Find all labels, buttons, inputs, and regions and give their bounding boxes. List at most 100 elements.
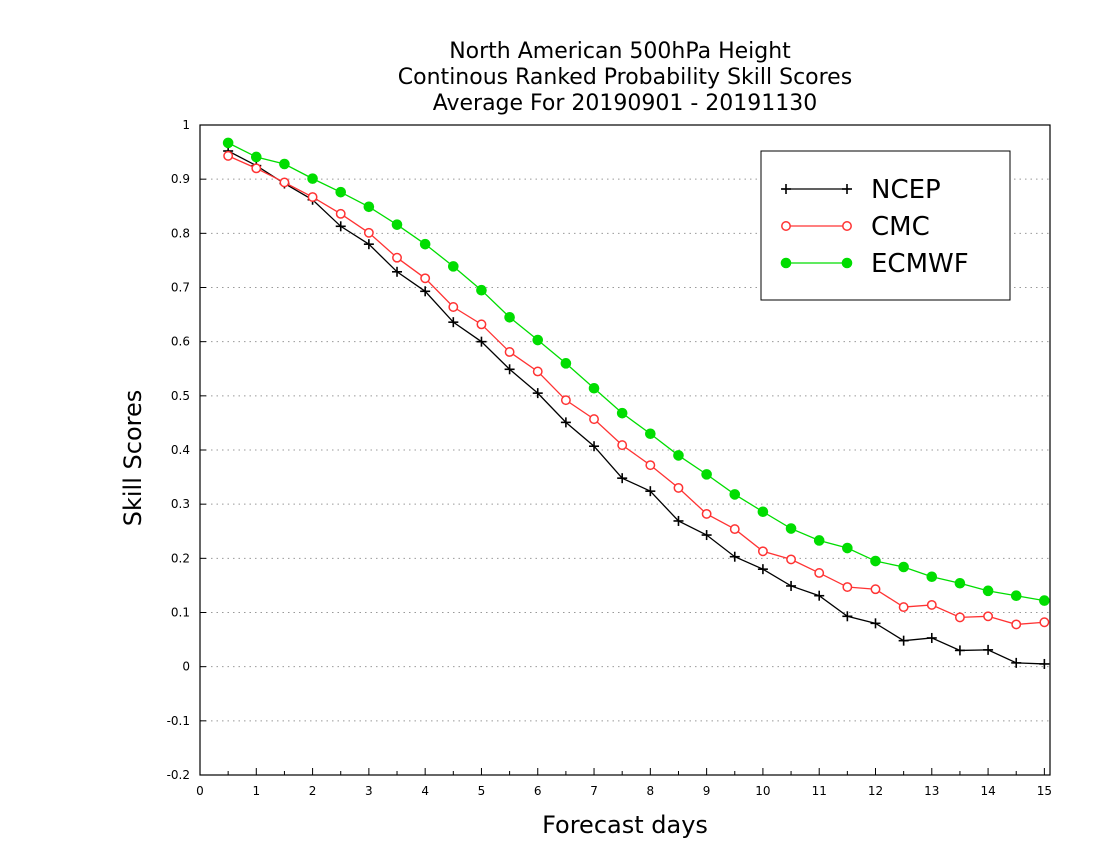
data-point-ecmwf: [391, 219, 403, 230]
legend-marker-cmc: [842, 221, 852, 231]
data-point-ncep: [954, 645, 965, 656]
legend-marker-ncep: [781, 184, 791, 194]
y-axis-label: Skill Scores: [119, 390, 147, 527]
series-cmc: [223, 150, 1050, 630]
data-point-ncep: [757, 564, 768, 575]
data-point-cmc: [1011, 619, 1022, 630]
x-tick-label: 8: [647, 784, 655, 798]
x-axis-label: Forecast days: [542, 811, 708, 839]
data-point-ecmwf: [701, 469, 712, 480]
data-point-ecmwf: [476, 284, 487, 296]
x-tick-label: 3: [365, 784, 373, 798]
x-tick-label: 6: [534, 784, 542, 798]
x-tick-label: 14: [980, 784, 995, 798]
data-point-ncep: [335, 221, 346, 232]
data-point-ncep: [701, 530, 712, 541]
x-tick-label: 11: [812, 784, 827, 798]
data-point-ecmwf: [757, 506, 769, 518]
data-point-cmc: [983, 611, 994, 622]
x-tick-label: 9: [703, 784, 711, 798]
gridlines: [200, 178, 1050, 722]
data-point-cmc: [645, 460, 656, 471]
data-point-ncep: [532, 388, 543, 399]
y-tick-label: 0.7: [171, 281, 190, 295]
data-point-ncep: [983, 644, 994, 655]
data-point-ecmwf: [504, 311, 515, 323]
data-point-ecmwf: [645, 428, 656, 440]
data-point-ecmwf: [616, 407, 628, 419]
data-point-ecmwf: [926, 571, 938, 583]
x-tick-label: 0: [196, 784, 204, 798]
legend-marker-cmc: [781, 221, 791, 231]
data-point-ecmwf: [785, 523, 797, 534]
data-point-ecmwf: [813, 535, 825, 546]
data-point-cmc: [363, 227, 374, 238]
data-point-ecmwf: [1039, 595, 1050, 606]
data-point-cmc: [532, 366, 543, 377]
legend-marker-ecmwf: [780, 257, 792, 269]
y-tick-label: 0.9: [171, 172, 190, 186]
data-point-ecmwf: [307, 173, 318, 184]
data-point-ecmwf: [279, 158, 290, 170]
data-point-ecmwf: [250, 151, 262, 163]
y-tick-label: 0.4: [171, 443, 190, 457]
data-point-cmc: [814, 568, 825, 578]
series-ncep: [223, 146, 1050, 669]
y-tick-label: 1: [182, 118, 190, 132]
legend-item-ecmwf: ECMWF: [780, 249, 969, 279]
data-point-ncep: [392, 266, 403, 277]
data-point-cmc: [335, 208, 346, 219]
legend-marker-ncep: [842, 184, 852, 194]
data-point-ncep: [1039, 658, 1050, 669]
data-point-cmc: [757, 546, 768, 557]
data-point-ecmwf: [673, 450, 684, 461]
data-point-ecmwf: [954, 577, 966, 589]
y-tick-label: 0.2: [171, 551, 190, 565]
data-point-cmc: [589, 414, 599, 425]
series-group: [222, 137, 1050, 669]
legend-items: NCEP CMC ECMWF: [780, 175, 969, 279]
data-point-ecmwf: [982, 585, 994, 597]
data-point-cmc: [729, 524, 740, 535]
data-point-cmc: [870, 584, 881, 595]
data-point-ecmwf: [842, 542, 853, 554]
data-point-ncep: [814, 590, 825, 601]
data-point-ncep: [617, 473, 628, 484]
data-point-ecmwf: [729, 489, 741, 500]
data-point-cmc: [898, 602, 909, 613]
data-point-ncep: [842, 611, 853, 622]
data-point-cmc: [701, 508, 712, 519]
data-point-ncep: [448, 317, 459, 328]
data-point-cmc: [842, 582, 853, 592]
data-point-cmc: [392, 252, 402, 263]
data-point-ecmwf: [419, 238, 431, 250]
data-point-ncep: [729, 551, 740, 562]
x-tick-label: 2: [309, 784, 317, 798]
axis-ticks: -0.2-0.100.10.20.30.40.50.60.70.80.910 1 2…: [167, 118, 1052, 798]
y-tick-label: 0.1: [171, 606, 190, 620]
y-tick-label: -0.2: [167, 768, 190, 782]
data-point-ncep: [476, 336, 487, 347]
data-point-ncep: [363, 239, 374, 250]
data-point-cmc: [251, 163, 262, 174]
data-point-cmc: [673, 482, 684, 493]
data-point-ncep: [786, 580, 797, 591]
data-point-cmc: [476, 319, 487, 330]
legend-item-ncep: NCEP: [781, 175, 941, 205]
data-point-ecmwf: [335, 186, 347, 198]
data-point-cmc: [223, 150, 234, 161]
y-tick-label: -0.1: [167, 714, 190, 728]
data-point-cmc: [307, 192, 318, 202]
y-tick-label: 0.3: [171, 497, 190, 511]
data-point-cmc: [954, 612, 965, 623]
x-tick-label: 10: [755, 784, 770, 798]
x-tick-label: 1: [252, 784, 260, 798]
data-point-ecmwf: [898, 561, 909, 573]
data-point-cmc: [279, 177, 290, 188]
data-point-ncep: [673, 515, 684, 526]
title-line-2: Continous Ranked Probability Skill Score…: [398, 65, 852, 90]
x-tick-label: 7: [590, 784, 598, 798]
data-point-ncep: [926, 632, 937, 643]
data-point-ncep: [560, 417, 571, 428]
